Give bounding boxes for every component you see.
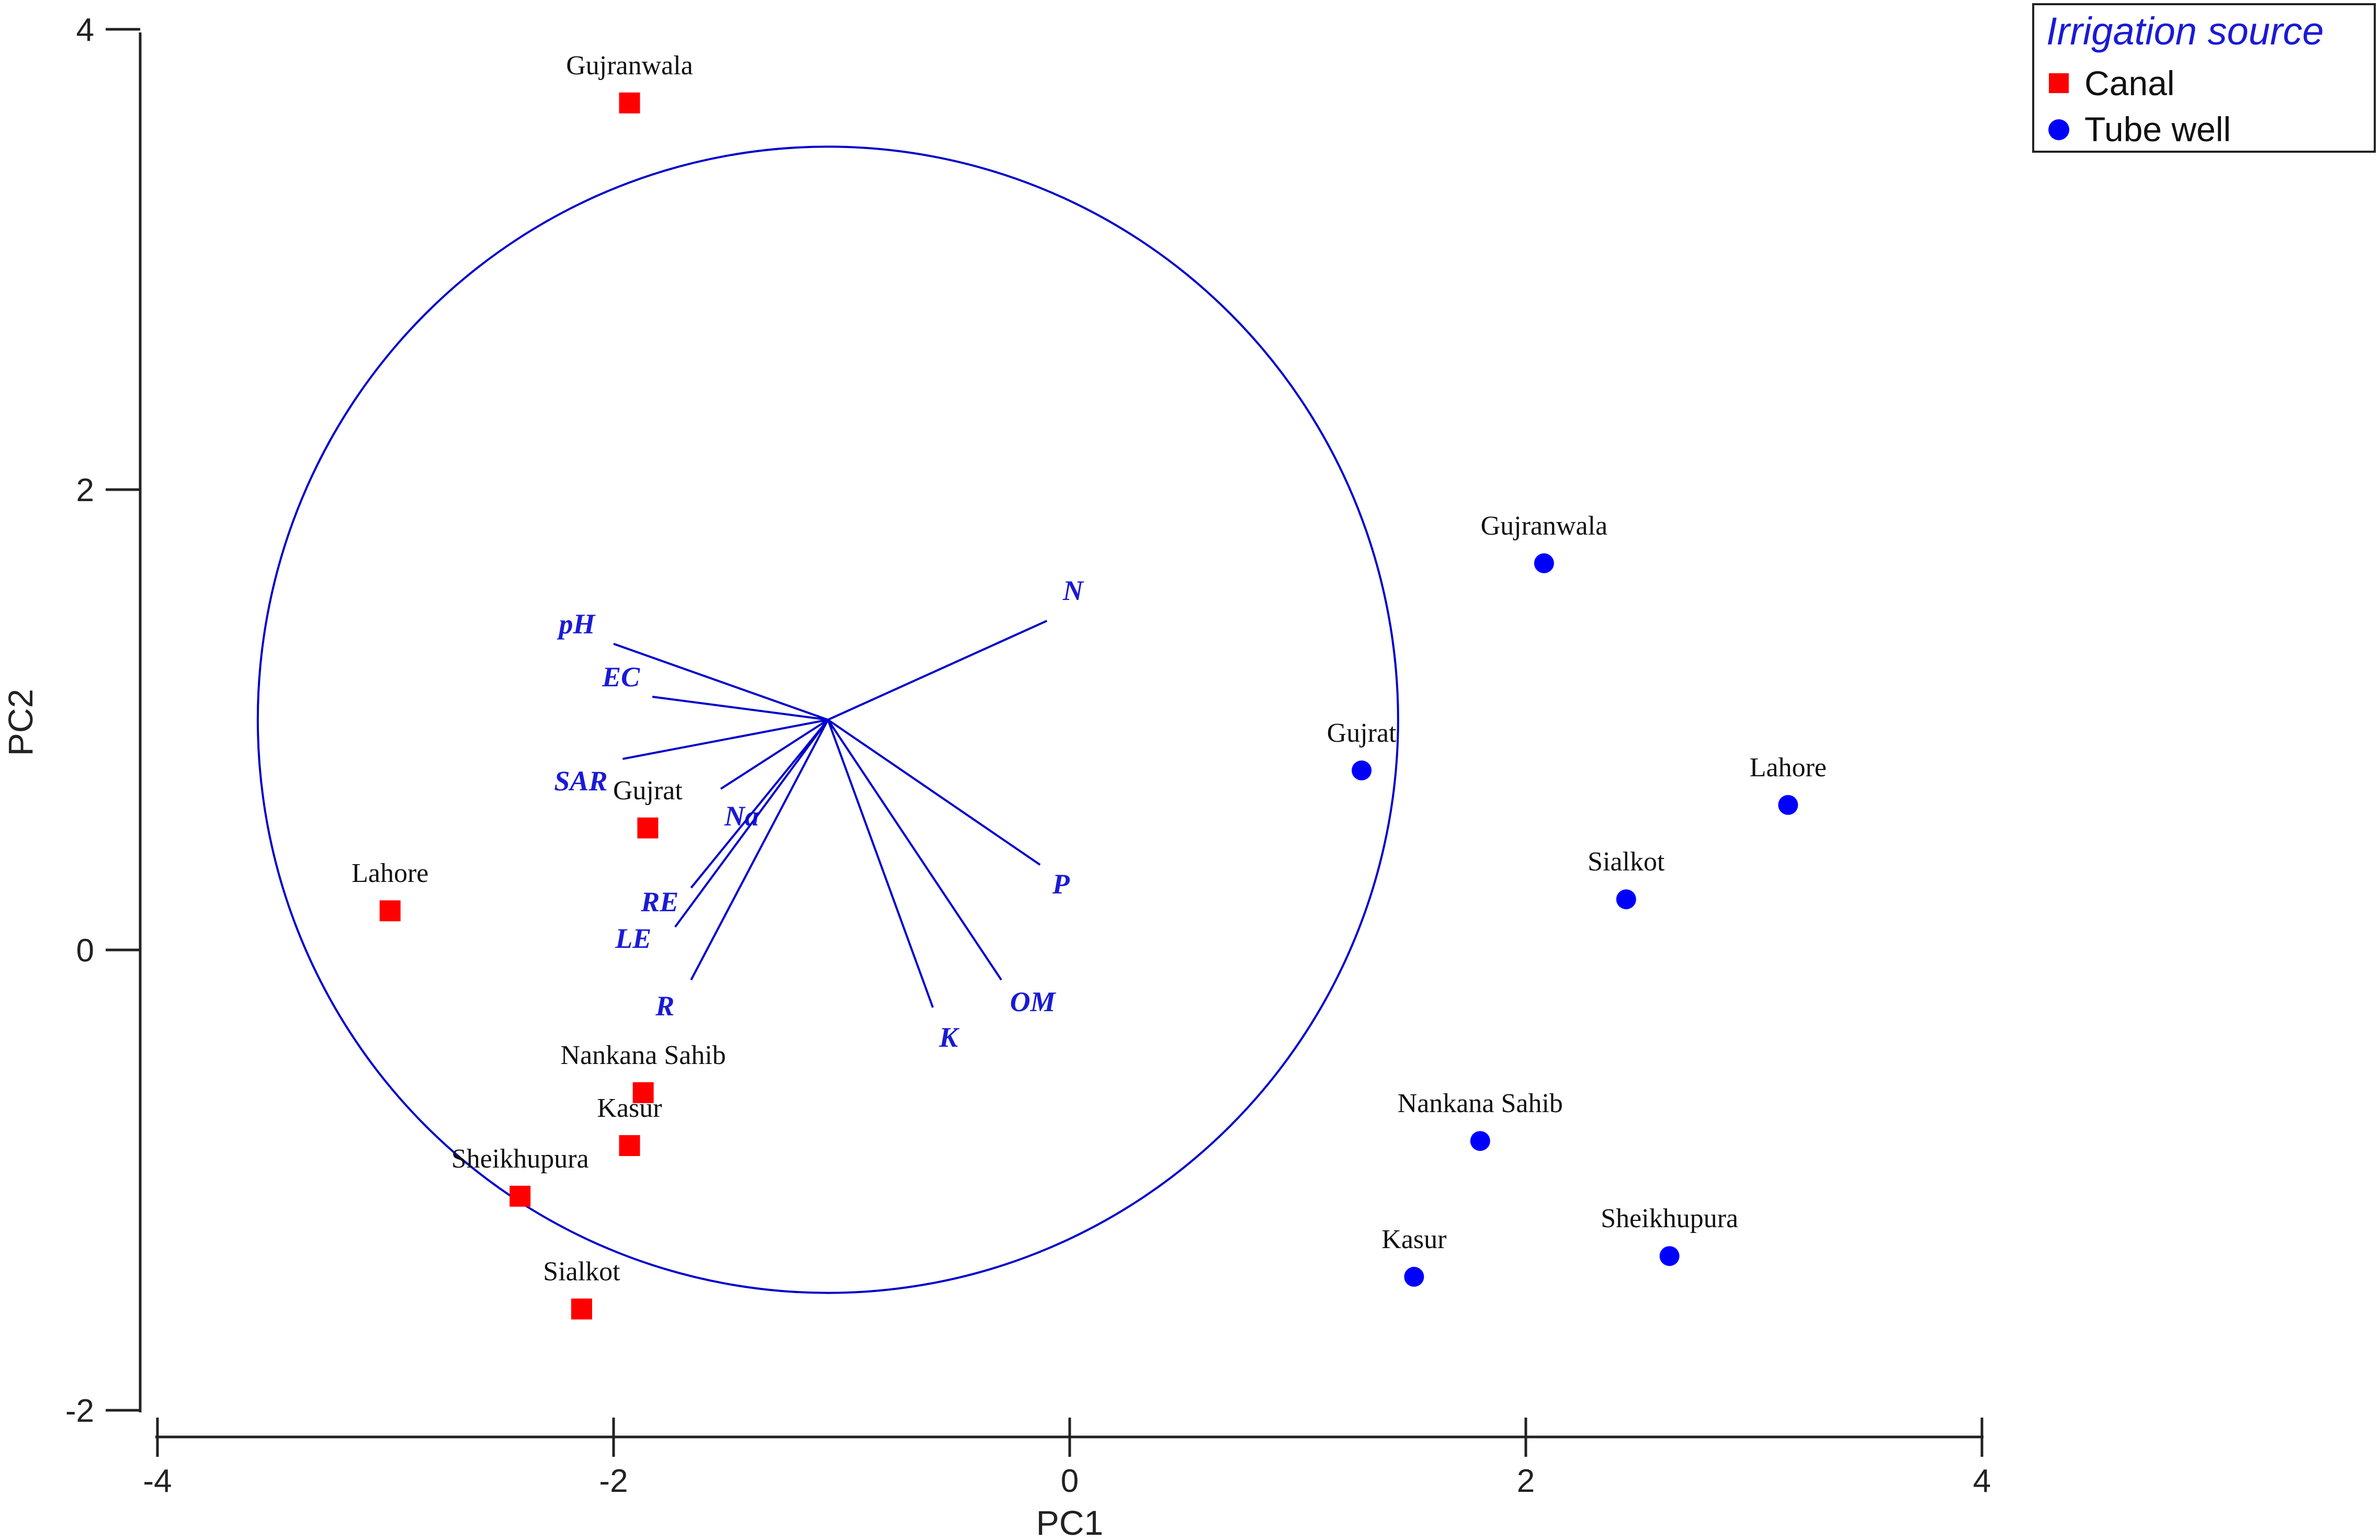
x-tick-label: -2 xyxy=(599,1463,628,1499)
point-label: Sialkot xyxy=(543,1256,620,1286)
point-label: Gujranwala xyxy=(566,51,693,81)
point-label: Sialkot xyxy=(1588,847,1665,877)
y-tick-label: 4 xyxy=(76,12,94,48)
canal-point-kasur xyxy=(619,1135,640,1156)
point-label: Gujranwala xyxy=(1481,511,1608,541)
point-label: Kasur xyxy=(1381,1225,1446,1254)
legend: Irrigation source Canal Tube well xyxy=(2032,3,2376,153)
tube-well-point-gujranwala xyxy=(1534,553,1554,573)
y-tick-label: 2 xyxy=(76,472,94,508)
point-label: Lahore xyxy=(1750,753,1827,783)
loading-label-p: P xyxy=(1052,868,1070,900)
canal-point-gujranwala xyxy=(619,92,640,114)
legend-tube-well-label: Tube well xyxy=(2084,110,2231,149)
loading-vector-sar xyxy=(622,719,829,760)
loading-label-le: LE xyxy=(615,923,651,954)
x-axis-title: PC1 xyxy=(1036,1503,1103,1540)
y-axis-title: PC2 xyxy=(1,689,40,756)
loading-label-ec: EC xyxy=(602,661,640,693)
loading-vector-n xyxy=(828,619,1048,721)
tube-well-point-sialkot xyxy=(1616,889,1636,910)
x-axis-ticks: -4 -2 0 2 4 xyxy=(143,1418,1991,1499)
y-axis-ticks: -2 0 2 4 xyxy=(65,12,140,1429)
tube-well-point-nankana-sahib xyxy=(1470,1131,1490,1151)
loading-vector-re xyxy=(690,719,829,889)
point-label: Nankana Sahib xyxy=(1398,1089,1563,1118)
canal-point-sialkot xyxy=(571,1298,592,1320)
loading-vector-r xyxy=(690,719,829,981)
x-tick-label: 2 xyxy=(1517,1463,1535,1499)
loading-vector-na xyxy=(720,719,829,790)
canal-point-gujrat xyxy=(637,817,659,839)
y-tick-label: 0 xyxy=(76,933,94,969)
point-label: Gujrat xyxy=(1327,718,1397,748)
legend-title: Irrigation source xyxy=(2046,9,2324,53)
legend-box xyxy=(2032,3,2376,153)
legend-canal-marker xyxy=(2049,73,2069,93)
y-tick-label: -2 xyxy=(65,1393,94,1429)
loading-vector-ec xyxy=(652,696,829,721)
point-label: Gujrat xyxy=(613,776,683,806)
tube-well-point-lahore xyxy=(1778,795,1798,815)
x-tick-label: 4 xyxy=(1973,1463,1991,1499)
canal-point-nankana-sahib xyxy=(632,1082,654,1103)
loading-vector-p xyxy=(827,719,1041,866)
x-tick-label: 0 xyxy=(1061,1463,1079,1499)
data-points: Gujranwala Gujrat Lahore Nankana Sahib Kasur… xyxy=(352,51,1827,1320)
point-label: Sheikhupura xyxy=(451,1144,589,1174)
loading-label-om: OM xyxy=(1010,986,1057,1017)
point-label: Nankana Sahib xyxy=(561,1040,726,1070)
loading-label-r: R xyxy=(655,990,674,1022)
tube-well-point-kasur xyxy=(1404,1266,1424,1287)
x-tick-label: -4 xyxy=(143,1463,172,1499)
loading-label-n: N xyxy=(1062,575,1084,606)
correlation-circle xyxy=(256,145,1399,1294)
loading-vector-k xyxy=(826,719,934,1008)
loading-vector-om xyxy=(827,719,1002,981)
loading-label-k: K xyxy=(938,1022,960,1053)
point-label: Kasur xyxy=(597,1093,662,1123)
loading-vector-ph xyxy=(613,642,829,721)
loading-label-sar: SAR xyxy=(554,765,607,797)
loading-label-re: RE xyxy=(640,886,678,918)
loading-vector-le xyxy=(674,719,829,928)
tube-well-point-gujrat xyxy=(1352,760,1372,780)
canal-point-lahore xyxy=(379,900,401,922)
point-label: Lahore xyxy=(352,858,428,888)
canal-point-sheikhupura xyxy=(509,1185,531,1207)
point-label: Sheikhupura xyxy=(1601,1204,1738,1233)
tube-well-point-sheikhupura xyxy=(1659,1246,1680,1266)
legend-tube-well-marker xyxy=(2048,119,2069,140)
loading-label-ph: pH xyxy=(557,608,596,640)
legend-canal-label: Canal xyxy=(2084,64,2174,103)
